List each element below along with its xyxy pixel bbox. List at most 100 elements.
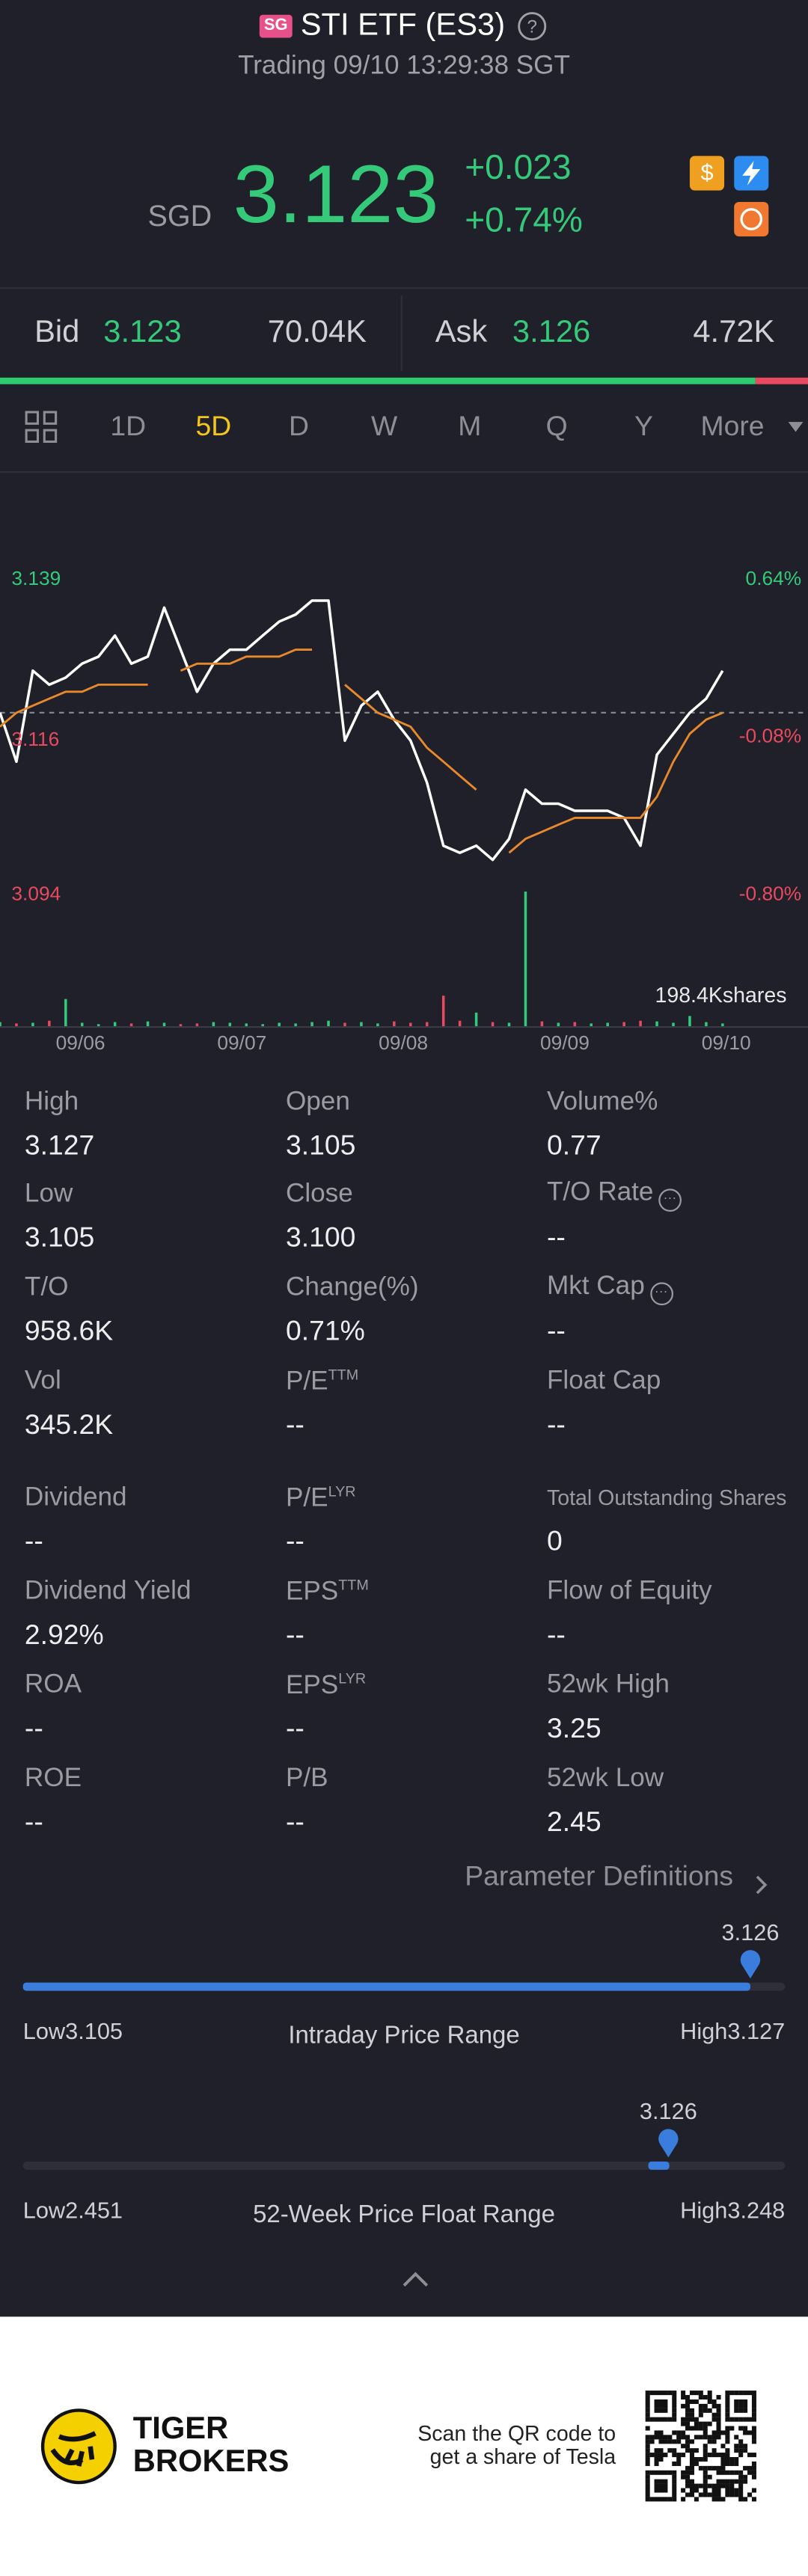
qr-module [658,2479,664,2484]
qr-module [747,2453,753,2458]
qr-module [681,2421,686,2426]
qr-module [681,2417,686,2422]
stat-value: 0.71% [285,1315,365,1347]
period-tab[interactable]: M [458,411,482,442]
order-book-ask-size: 4.72K [693,315,775,350]
qr-module [672,2391,677,2396]
link-chevron [756,1875,768,1895]
qr-module [685,2417,691,2422]
volume-bar [80,1022,84,1026]
y2-tick-label: -0.80% [739,882,801,904]
volume-bar [507,1022,511,1026]
qr-module [716,2403,721,2408]
qr-module [734,2391,739,2396]
qr-module [645,2395,650,2400]
qr-module [698,2421,703,2426]
qr-module [751,2391,756,2396]
collapse-chevron[interactable] [403,2272,429,2287]
qr-module [725,2439,730,2444]
volume-bar [376,1023,379,1026]
qr-module [743,2497,748,2502]
ask-strength-bar [755,377,808,384]
parameter-definitions-link[interactable]: Parameter Definitions [465,1860,734,1892]
layout-icon[interactable] [25,411,58,444]
qr-module [725,2408,730,2413]
info-icon[interactable]: ··· [649,1282,673,1306]
swap-icon[interactable] [734,201,769,237]
qr-module [672,2430,677,2435]
qr-module [672,2479,677,2484]
range-current: 3.126 [640,2098,697,2124]
qr-module [751,2403,756,2408]
qr-module [658,2483,664,2488]
period-tab[interactable]: More [700,411,765,442]
qr-module [738,2391,744,2396]
qr-module [720,2456,726,2462]
stat-value: -- [546,1408,566,1441]
qr-module [689,2470,694,2475]
info-icon[interactable]: ··· [658,1189,682,1212]
qr-module [703,2448,708,2453]
qr-module [751,2461,756,2466]
qr-module [729,2391,735,2396]
qr-module [645,2417,650,2422]
period-tab[interactable]: 5D [195,411,232,442]
volume-bar [31,1022,34,1026]
qr-module [734,2444,739,2449]
qr-module [667,2435,673,2440]
qr-module [645,2461,650,2466]
volume-bar [524,891,527,1026]
period-tab[interactable]: Q [545,411,568,442]
qr-module [738,2497,744,2502]
range-title: 52-Week Price Float Range [253,2201,555,2229]
stat-value: -- [24,1806,43,1838]
qr-module [734,2403,739,2408]
qr-module [743,2426,748,2431]
range-marker [658,2129,679,2158]
qr-module [738,2439,744,2444]
qr-module [689,2439,694,2444]
stat-value: -- [546,1221,566,1254]
qr-module [707,2474,712,2480]
qr-module [698,2456,703,2462]
volume-bar [409,1022,412,1026]
stat-label-sup: TTM [328,1367,359,1383]
period-tab[interactable]: Y [634,411,653,442]
dollar-icon[interactable] [689,156,725,191]
volume-bar [261,1024,264,1026]
qr-module [734,2456,739,2462]
x-tick-label: 09/06 [56,1031,105,1054]
qr-module [716,2412,721,2417]
qr-module [743,2474,748,2480]
qr-module [747,2417,753,2422]
period-tab[interactable]: 1D [110,411,147,442]
order-book-ask-label: Ask [435,315,488,350]
period-tab[interactable]: D [289,411,309,442]
stat-label: ROE [24,1764,82,1793]
qr-module [725,2456,730,2462]
qr-module [685,2435,691,2440]
qr-module [707,2391,712,2396]
qr-module [711,2488,717,2493]
help-icon[interactable] [518,12,547,41]
qr-module [734,2435,739,2440]
qr-module [694,2399,699,2404]
qr-module [654,2456,659,2462]
qr-module [689,2426,694,2431]
qr-module [658,2417,664,2422]
qr-module [725,2426,730,2431]
qr-module [703,2488,708,2493]
stock-title: STI ETF (ES3) [300,8,506,43]
qr-module [685,2408,691,2413]
price-change-pct: +0.74% [465,201,583,240]
price-chart: 3.139 3.116 3.094 0.64% -0.08% -0.80% 198.4Ksh… [0,567,808,1054]
stat-label: P/ELYR [285,1482,356,1513]
period-tab[interactable]: W [371,411,398,442]
qr-module [685,2439,691,2444]
stat-value: -- [285,1806,304,1838]
qr-module [716,2470,721,2475]
stat-value: -- [546,1619,566,1651]
qr-module [658,2497,664,2502]
volume-bar [327,1020,330,1026]
qr-code [645,2391,756,2502]
